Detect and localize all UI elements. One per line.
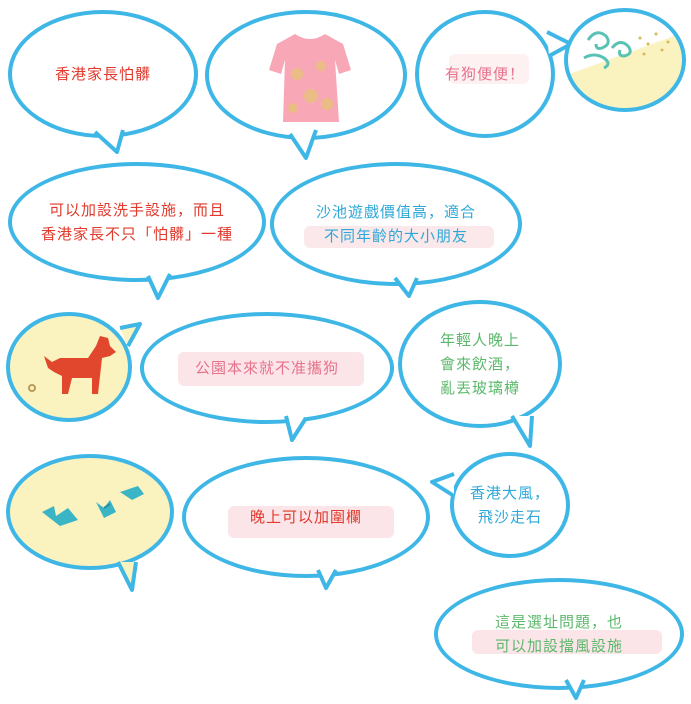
bubble-tail [430, 472, 456, 498]
speech-bubble-dog-poop: 有狗便便！ [415, 10, 555, 138]
bubble-text-line-2: 飛沙走石 [477, 508, 542, 526]
bubble-tail [393, 276, 419, 298]
speech-bubble-broken-glass [6, 454, 174, 570]
highlight-mark [304, 226, 494, 248]
speech-bubble-dog-scene [6, 312, 132, 422]
bubble-tail [564, 679, 586, 700]
bubble-tail [116, 561, 138, 592]
dress-icon [269, 34, 351, 122]
speech-bubble-no-dogs-allowed: 公園本來就不准攜狗 [140, 312, 394, 424]
broken-glass-icon [42, 486, 144, 526]
bubble-tail [510, 414, 534, 448]
bubble-text-line-2: 不同年齡的大小朋友 [323, 227, 468, 245]
speech-bubble-add-fence: 晚上可以加圍欄 [182, 456, 430, 578]
speech-bubble-drinking-glass: 年輕人晚上 會來飲酒， 亂丟玻璃樽 [398, 300, 562, 428]
bubble-text-line-1: 這是選址問題，也 [494, 613, 623, 631]
bubble-tail [284, 415, 308, 442]
bubble-text: 有狗便便！ [444, 65, 525, 83]
bubble-text-line-3: 亂丟玻璃樽 [439, 379, 520, 397]
bubble-text-line-2: 可以加設擋風設施 [494, 637, 623, 655]
bubble-tail [316, 569, 338, 590]
bubble-tail [119, 322, 142, 347]
bubble-text-line-2: 會來飲酒， [439, 355, 520, 373]
speech-bubble-wind-sand [564, 8, 686, 112]
bubble-text-line-1: 年輕人晚上 [439, 331, 520, 349]
bubble-text: 公園本來就不准攜狗 [194, 359, 339, 377]
wind-swirl-icon [583, 31, 670, 70]
speech-bubble-dress [205, 10, 407, 140]
bubble-tail [146, 273, 172, 300]
highlight-mark [449, 54, 529, 84]
bubble-text: 晚上可以加圍欄 [249, 508, 362, 526]
speech-bubble-washing-facilities: 可以加設洗手設施，而且 香港家長不只「怕髒」一種 [8, 162, 266, 282]
bubble-text: 香港家長怕髒 [54, 65, 151, 83]
speech-bubble-play-value: 沙池遊戲價值高，適合 不同年齡的大小朋友 [270, 162, 522, 286]
speech-bubble-parents-fear-dirt: 香港家長怕髒 [8, 10, 198, 138]
speech-bubble-strong-wind: 香港大風， 飛沙走石 [450, 452, 570, 558]
bubble-text-line-2: 香港家長不只「怕髒」一種 [40, 225, 233, 243]
bubble-tail [93, 129, 125, 154]
speech-bubble-site-selection: 這是選址問題，也 可以加設擋風設施 [434, 578, 684, 690]
bubble-text-line-1: 可以加設洗手設施，而且 [48, 201, 225, 219]
highlight-mark [178, 352, 364, 386]
bubble-tail [288, 129, 318, 160]
dog-icon [28, 336, 116, 394]
highlight-mark [472, 630, 662, 654]
bubble-text-line-1: 香港大風， [469, 484, 550, 502]
bubble-text-line-1: 沙池遊戲價值高，適合 [315, 203, 476, 221]
highlight-mark [228, 506, 394, 538]
